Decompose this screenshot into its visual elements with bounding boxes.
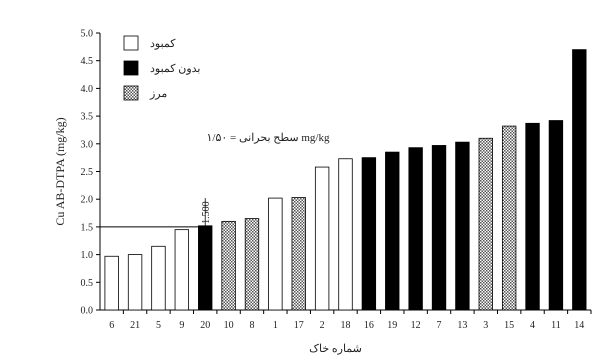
- bar: [525, 122, 540, 311]
- bar: [385, 151, 400, 311]
- threshold-tick-label: 1.500: [201, 201, 212, 224]
- bar: [268, 197, 283, 311]
- x-tick-label: 11: [551, 320, 561, 331]
- legend-label: بدون کمبود: [150, 63, 200, 75]
- legend-swatch: [123, 35, 139, 51]
- bar: [338, 158, 353, 311]
- y-tick-label: 3.0: [81, 139, 94, 150]
- y-tick-label: 4.5: [81, 56, 94, 67]
- x-tick-label: 13: [457, 320, 467, 331]
- x-tick-label: 3: [483, 320, 488, 331]
- bar: [408, 147, 423, 311]
- x-tick-label: 17: [294, 320, 304, 331]
- y-tick-label: 0.5: [81, 278, 94, 289]
- bar: [244, 218, 260, 311]
- x-tick-label: 5: [156, 320, 161, 331]
- legend-swatch: [123, 85, 139, 101]
- x-axis-label: شماره خاک: [309, 343, 362, 355]
- y-tick-label: 5.0: [81, 29, 94, 40]
- bar: [221, 220, 236, 311]
- bar: [198, 225, 213, 311]
- y-tick-label: 3.5: [81, 112, 94, 123]
- bar: [501, 125, 517, 311]
- y-tick-label: 0.0: [81, 306, 94, 317]
- y-axis-label: Cu AB-DTPA (mg/kg): [53, 117, 67, 225]
- x-tick-label: 19: [387, 320, 397, 331]
- x-tick-label: 15: [504, 320, 514, 331]
- x-tick-label: 9: [179, 320, 184, 331]
- bar: [548, 120, 564, 311]
- x-tick-label: 4: [530, 320, 535, 331]
- legend-swatch: [123, 60, 139, 76]
- bars: [104, 49, 587, 311]
- x-axis-ticks: 6 21 5 9 20 10 8 1 17 2 18 16 19 12 7 13 3 15 4 11 14: [109, 310, 592, 331]
- bar: [431, 145, 447, 311]
- bar: [455, 141, 470, 311]
- x-tick-label: 10: [224, 320, 234, 331]
- bar: [478, 137, 493, 311]
- bar: [314, 166, 330, 311]
- bar: [151, 245, 166, 311]
- bar: [127, 254, 143, 311]
- x-tick-label: 18: [341, 320, 351, 331]
- bar: [174, 229, 190, 311]
- y-tick-label: 2.0: [81, 195, 94, 206]
- y-tick-label: 2.5: [81, 167, 94, 178]
- x-tick-label: 6: [109, 320, 114, 331]
- legend-label: مرز: [149, 88, 167, 100]
- threshold-label: سطح بحرانی = ۱/۵۰ mg/kg: [207, 132, 330, 144]
- x-tick-label: 14: [574, 320, 584, 331]
- x-tick-label: 20: [200, 320, 210, 331]
- bar: [361, 157, 377, 311]
- x-tick-label: 1: [273, 320, 278, 331]
- x-tick-label: 8: [249, 320, 254, 331]
- x-tick-label: 12: [411, 320, 421, 331]
- x-tick-label: 16: [364, 320, 374, 331]
- y-tick-label: 1.5: [81, 222, 94, 233]
- legend: کمبود بدون کمبود مرز: [123, 35, 200, 101]
- bar: [291, 197, 306, 311]
- legend-label: کمبود: [150, 38, 176, 50]
- x-tick-label: 2: [320, 320, 325, 331]
- y-tick-label: 4.0: [81, 84, 94, 95]
- y-axis-ticks: 0.0 0.5 1.0 1.5 2.0 2.5 3.0 3.5 4.0 4.5 5.0: [81, 29, 100, 317]
- bar: [572, 49, 587, 311]
- x-tick-label: 7: [437, 320, 442, 331]
- bar: [104, 255, 119, 311]
- x-tick-label: 21: [130, 320, 140, 331]
- threshold-group: 1.500 سطح بحرانی = ۱/۵۰ mg/kg: [100, 132, 330, 228]
- y-tick-label: 1.0: [81, 250, 94, 261]
